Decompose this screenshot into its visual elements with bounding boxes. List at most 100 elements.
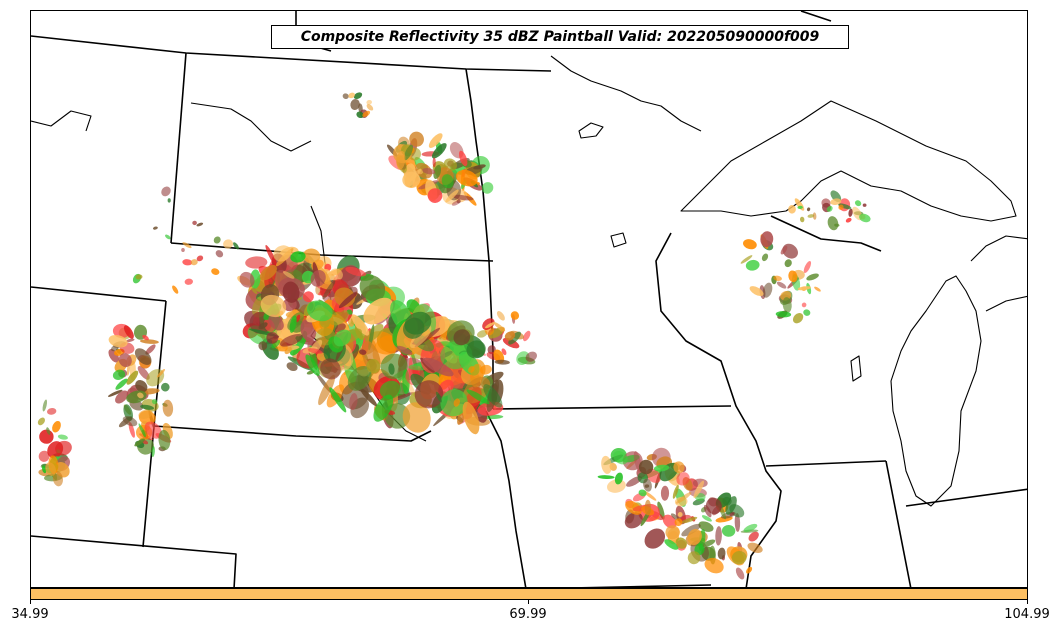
state-borders [31,11,1027,587]
paintball-blob-828 [501,348,507,356]
paintball-blob-775 [745,259,760,271]
paintball-blob-339 [329,309,349,326]
paintball-blob-762 [687,528,702,546]
paintball-blob-439 [414,380,444,409]
paintball-blob-794 [797,286,811,291]
paintball-blob-614 [158,429,171,451]
missouri-river [190,102,312,152]
paintball-blob-233 [359,349,367,355]
paintball-blob-273 [300,319,317,342]
paintball-blob-667 [704,557,724,574]
paintball-blob-468 [403,317,425,339]
colorbar-tick-label-2: 104.99 [1004,607,1050,622]
paintball-blob-717 [693,480,705,499]
paintball-blob-259 [366,358,381,374]
paintball-blob-379 [333,329,352,347]
paintball-blob-447 [422,357,454,377]
paintball-blob-699 [672,484,679,499]
paintball-blob-601 [135,380,148,393]
paintball-blob-227 [380,353,408,380]
paintball-blob-805 [854,200,862,207]
paintball-blob-347 [320,358,341,380]
paintball-blob-597 [160,382,170,392]
paintball-blob-336 [280,333,303,347]
paintball-blob-844 [484,322,495,329]
paintball-blob-809 [848,208,853,217]
paintball-blob-863 [165,234,171,240]
paintball-blob-326 [302,248,321,264]
paintball-blob-764 [643,478,652,492]
paintball-blob-350 [282,281,300,303]
paintball-blob-789 [761,253,769,262]
paintball-blob-830 [476,330,488,338]
paintball-blob-743 [665,525,680,540]
paintball-blob-772 [740,255,753,264]
paintball-blob-463 [466,389,490,405]
paintball-blob-874 [135,274,143,280]
paintball-blob-746 [660,485,670,501]
paintball-blob-804 [862,203,867,207]
paintball-blob-371 [338,292,357,309]
paintball-blob-670 [607,479,626,493]
paintball-blob-203 [329,387,347,413]
paintball-blob-739 [680,516,698,524]
paintball-blob-820 [830,198,842,205]
paintball-blob-796 [782,297,792,313]
paintball-blob-822 [859,213,871,223]
paintball-blob-823 [788,205,796,214]
paintball-blob-459 [462,401,480,435]
paintball-blob-847 [525,351,537,362]
paintball-blob-748 [705,497,722,515]
paintball-blob-824 [826,205,833,212]
paintball-blob-851 [350,99,360,110]
paintball-blob-374 [308,348,323,354]
paintball-blob-879 [233,242,239,250]
paintball-blob-577 [151,446,155,458]
paintball-blob-367 [273,245,292,262]
paintball-blob-834 [516,351,530,365]
michigan-thumb [970,235,1027,262]
paintball-blob-862 [152,226,158,230]
paintball-blob-690 [614,472,623,485]
paintball-blob-873 [196,222,204,227]
paintball-blob-759 [638,459,654,475]
paintball-blob-541 [417,169,424,175]
paintball-blob-756 [675,537,687,549]
border-wi-mi [770,215,882,252]
paintball-blob-344 [351,314,370,336]
paintball-blob-618 [118,353,132,368]
paintball-blob-720 [675,492,692,504]
paintball-blob-751 [729,512,735,516]
paintball-blob-726 [664,539,679,550]
paintball-blob-836 [508,331,521,345]
paintball-blob-609 [108,334,128,348]
paintball-blob-846 [494,359,510,365]
border-sd-ne [153,425,432,442]
paintball-blob-640 [55,440,72,456]
paintball-blob-858 [348,92,355,99]
paintball-blob-627 [38,450,50,462]
paintball-blob-849 [496,311,505,321]
paintball-blob-181 [384,403,411,429]
paintball-blob-249 [349,393,358,411]
paintball-blob-658 [747,542,763,553]
paintball-blob-848 [504,331,516,341]
border-canada-2 [800,11,832,22]
small-lake-2 [610,232,627,248]
paintball-blob-550 [137,365,150,380]
paintball-blob-368 [334,287,356,307]
paintball-blob-342 [258,322,268,330]
paintball-blob-795 [806,273,819,281]
border-mt-wy [31,286,167,302]
paintball-blob-855 [342,93,349,100]
map-canvas [31,11,1027,587]
paintball-blob-801 [812,212,817,220]
paintball-blob-718 [662,514,677,529]
paintball-blob-878 [215,250,224,258]
paintball-blob-545 [422,167,436,175]
paintball-blob-641 [37,417,45,426]
lake-michigan-shore [890,275,982,507]
paintball-blob-818 [807,214,815,218]
paintball-blob-798 [760,231,774,248]
paintball-blob-568 [115,390,129,404]
